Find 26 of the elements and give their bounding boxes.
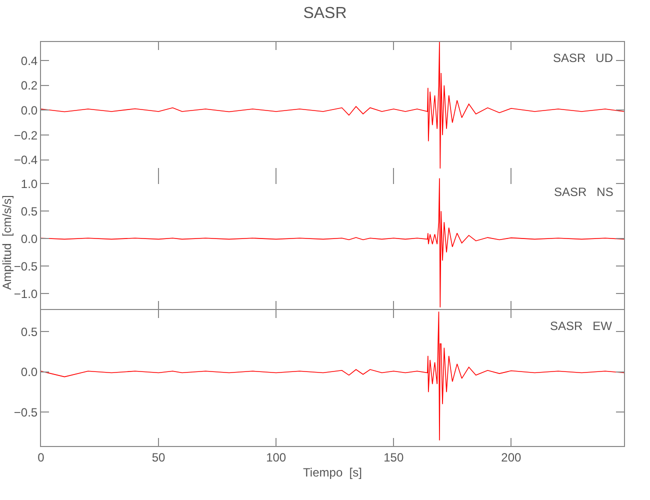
y-tick-label: 1.0 <box>20 176 38 191</box>
annotation: SASR UD <box>553 51 614 65</box>
x-tick-label: 150 <box>384 450 404 464</box>
annotation: SASR NS <box>554 185 614 199</box>
y-tick-label: 0.0 <box>20 103 38 118</box>
y-axis-title: Amplitud [cm/s/s] <box>0 195 14 290</box>
y-tick-label: −0.5 <box>14 259 38 274</box>
y-tick-label: −1.0 <box>14 286 38 301</box>
y-tick-label: 0.2 <box>20 78 38 93</box>
x-tick-label: 0 <box>38 450 45 464</box>
y-tick-label: −0.2 <box>14 128 38 142</box>
y-tick-label: 0.0 <box>20 232 38 246</box>
y-tick-label: 0.0 <box>20 365 38 380</box>
y-tick-label: 0.5 <box>20 324 38 339</box>
chart-title: SASR <box>303 4 347 22</box>
y-tick-label: 0.5 <box>20 204 38 218</box>
x-tick-label: 50 <box>152 450 166 464</box>
line-series <box>41 311 624 441</box>
y-tick-label: −0.4 <box>14 153 38 168</box>
line-series <box>41 42 624 169</box>
x-axis-title: Tiempo [s] <box>303 465 362 480</box>
x-tick-label: 100 <box>266 450 286 464</box>
x-tick-label: 200 <box>501 450 522 464</box>
annotation: SASR EW <box>550 319 613 333</box>
y-tick-label: 0.4 <box>20 54 38 68</box>
y-tick-label: −0.5 <box>14 405 38 420</box>
